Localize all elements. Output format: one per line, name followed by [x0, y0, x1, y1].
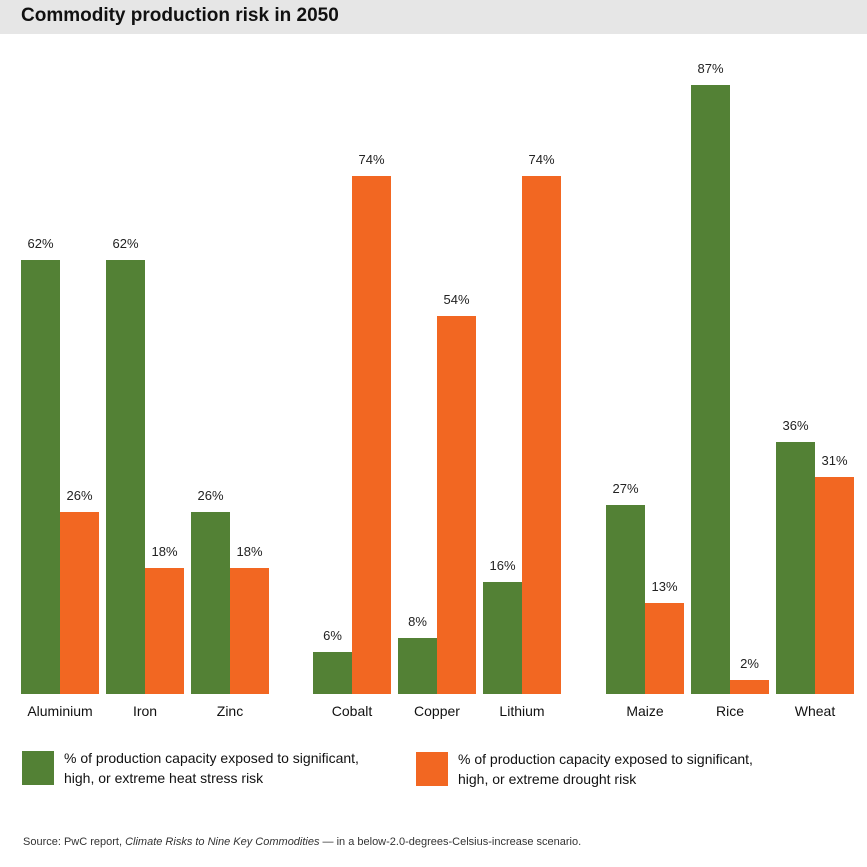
source-prefix: Source: PwC report, — [23, 836, 126, 848]
title-bar: Commodity production risk in 2050 — [0, 0, 867, 34]
legend-swatch-drought — [416, 752, 448, 786]
bar-aluminium-heat — [21, 260, 60, 694]
bar-iron-drought — [145, 568, 184, 694]
value-label-zinc-drought: 18% — [236, 544, 262, 559]
source-suffix: — in a below-2.0-degrees-Celsius-increas… — [319, 836, 582, 848]
bar-maize-heat — [606, 505, 645, 694]
bar-cobalt-heat — [313, 652, 352, 694]
bar-wheat-heat — [776, 442, 815, 694]
value-label-aluminium-drought: 26% — [66, 488, 92, 503]
chart-title: Commodity production risk in 2050 — [21, 5, 339, 26]
bar-lithium-heat — [483, 582, 522, 694]
value-label-aluminium-heat: 62% — [27, 236, 53, 251]
bar-aluminium-drought — [60, 512, 99, 694]
value-label-lithium-drought: 74% — [528, 152, 554, 167]
legend-heat-line1: % of production capacity exposed to sign… — [64, 750, 359, 766]
legend-swatch-heat — [22, 751, 54, 785]
value-label-lithium-heat: 16% — [489, 558, 515, 573]
value-label-wheat-heat: 36% — [782, 418, 808, 433]
category-label-wheat: Wheat — [795, 703, 836, 719]
bar-maize-drought — [645, 603, 684, 694]
bar-zinc-drought — [230, 568, 269, 694]
legend-drought-line1: % of production capacity exposed to sign… — [458, 751, 753, 767]
category-label-copper: Copper — [414, 703, 460, 719]
category-label-iron: Iron — [133, 703, 157, 719]
legend-drought-line2: high, or extreme drought risk — [458, 771, 637, 787]
category-label-cobalt: Cobalt — [332, 703, 373, 719]
category-label-lithium: Lithium — [499, 703, 544, 719]
value-label-wheat-drought: 31% — [821, 453, 847, 468]
value-label-rice-drought: 2% — [740, 656, 759, 671]
bar-rice-drought — [730, 680, 769, 694]
bar-wheat-drought — [815, 477, 854, 694]
category-label-zinc: Zinc — [217, 703, 243, 719]
bar-chart: 62% 26% Aluminium 62% 18% Iron 26% 18% Zinc 6% 74%… — [21, 61, 854, 719]
value-label-copper-drought: 54% — [443, 292, 469, 307]
bar-rice-heat — [691, 85, 730, 694]
value-label-iron-heat: 62% — [112, 236, 138, 251]
value-label-copper-heat: 8% — [408, 614, 427, 629]
value-label-cobalt-drought: 74% — [358, 152, 384, 167]
bar-zinc-heat — [191, 512, 230, 694]
value-label-maize-heat: 27% — [612, 481, 638, 496]
legend-heat-line2: high, or extreme heat stress risk — [64, 770, 264, 786]
source-report-title: Climate Risks to Nine Key Commodities — [125, 836, 320, 848]
bar-cobalt-drought — [352, 176, 391, 694]
value-label-maize-drought: 13% — [651, 579, 677, 594]
bar-iron-heat — [106, 260, 145, 694]
value-label-zinc-heat: 26% — [197, 488, 223, 503]
source-note: Source: PwC report, Climate Risks to Nin… — [23, 836, 581, 848]
category-label-maize: Maize — [626, 703, 664, 719]
category-label-rice: Rice — [716, 703, 744, 719]
category-label-aluminium: Aluminium — [27, 703, 92, 719]
value-label-cobalt-heat: 6% — [323, 628, 342, 643]
value-label-rice-heat: 87% — [697, 61, 723, 76]
legend-label-heat: % of production capacity exposed to sign… — [64, 748, 404, 788]
bar-copper-heat — [398, 638, 437, 694]
bar-lithium-drought — [522, 176, 561, 694]
bar-copper-drought — [437, 316, 476, 694]
legend-label-drought: % of production capacity exposed to sign… — [458, 749, 798, 789]
value-label-iron-drought: 18% — [151, 544, 177, 559]
